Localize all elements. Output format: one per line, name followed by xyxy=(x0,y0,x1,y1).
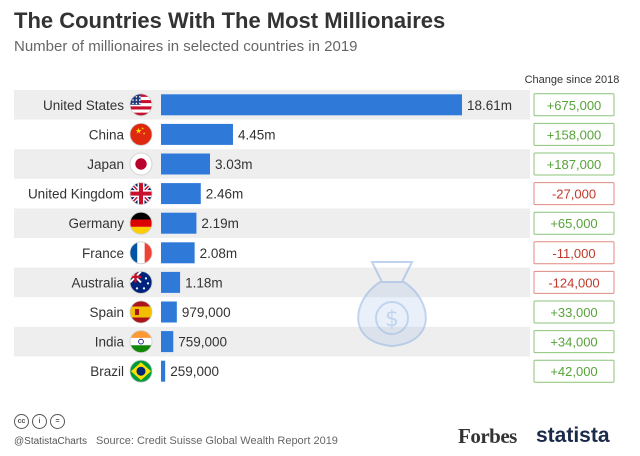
change-badge: +33,000 xyxy=(533,300,615,324)
svg-text:★: ★ xyxy=(135,126,142,135)
svg-text:★: ★ xyxy=(141,126,144,130)
change-label: +675,000 xyxy=(547,98,602,113)
germany-flag-icon xyxy=(129,211,153,235)
value-label: 2.19m xyxy=(201,216,239,231)
change-label: -124,000 xyxy=(548,275,599,290)
row-background xyxy=(14,149,530,179)
bar xyxy=(161,271,181,293)
change-label: -27,000 xyxy=(552,187,596,202)
japan-flag-icon xyxy=(129,152,153,176)
money-bag-icon: $ xyxy=(357,261,427,348)
change-label: +34,000 xyxy=(550,335,597,350)
svg-text:★: ★ xyxy=(143,131,146,135)
value-label: 2.08m xyxy=(200,246,238,261)
bar xyxy=(161,360,166,382)
category-label: Japan xyxy=(87,157,124,172)
change-badge: +187,000 xyxy=(533,152,615,176)
change-badge: +158,000 xyxy=(533,122,615,146)
category-label: Spain xyxy=(89,305,124,320)
statista-logo: statista xyxy=(536,424,610,447)
change-badge: +42,000 xyxy=(533,359,615,383)
uk-flag-icon xyxy=(129,182,153,206)
spain-flag-icon xyxy=(129,300,153,324)
value-label: 759,000 xyxy=(178,335,227,350)
change-column-header: Change since 2018 xyxy=(524,74,620,86)
category-label: France xyxy=(82,246,124,261)
cc-icon: cc xyxy=(14,414,29,429)
statista-handle: @StatistaCharts xyxy=(14,436,87,447)
change-label: +42,000 xyxy=(550,364,597,379)
category-label: China xyxy=(89,127,125,142)
svg-text:$: $ xyxy=(385,307,399,332)
by-icon: i xyxy=(32,414,47,429)
chart-row: Spain 979,000 +33,000 xyxy=(89,300,615,324)
change-label: +187,000 xyxy=(547,157,602,172)
chart-subtitle: Number of millionaires in selected count… xyxy=(14,38,358,55)
change-badge: +34,000 xyxy=(533,330,615,354)
change-label: +158,000 xyxy=(547,127,602,142)
value-label: 3.03m xyxy=(215,157,253,172)
category-label: United States xyxy=(43,98,124,113)
value-label: 259,000 xyxy=(170,364,219,379)
change-badge: +65,000 xyxy=(533,211,615,235)
equals-icon: = xyxy=(50,414,65,429)
australia-flag-icon xyxy=(129,270,153,294)
change-label: +65,000 xyxy=(550,216,597,231)
category-label: Brazil xyxy=(90,364,124,379)
value-label: 18.61m xyxy=(467,98,512,113)
bar xyxy=(161,301,177,323)
chart-row: China ★★★ 4.45m +158,000 xyxy=(89,122,615,146)
chart-row: India 759,000 +34,000 xyxy=(14,326,615,357)
chart-row: Germany 2.19m +65,000 xyxy=(14,208,615,238)
change-badge: -124,000 xyxy=(533,270,615,294)
license-icons: cc i = xyxy=(14,414,65,429)
change-label: -11,000 xyxy=(552,246,595,261)
chart-title: The Countries With The Most Millionaires xyxy=(14,8,446,33)
bar xyxy=(161,212,197,234)
value-label: 979,000 xyxy=(182,305,231,320)
chart-row: Japan 3.03m +187,000 xyxy=(14,149,615,179)
us-flag-icon xyxy=(129,93,153,117)
china-flag-icon: ★★★ xyxy=(129,122,153,146)
chart-row: Brazil 259,000 +42,000 xyxy=(90,359,615,383)
change-label: +33,000 xyxy=(550,305,597,320)
india-flag-icon xyxy=(129,330,153,354)
bar-chart: United States 18.61m +675,000 China ★★★ 4.45m… xyxy=(14,90,615,383)
chart-row: United Kingdom 2.46m -27,000 xyxy=(28,182,615,206)
category-label: India xyxy=(95,335,125,350)
value-label: 4.45m xyxy=(238,127,276,142)
category-label: United Kingdom xyxy=(28,187,124,202)
row-background xyxy=(14,208,530,238)
chart-row: United States 18.61m +675,000 xyxy=(14,90,615,120)
value-label: 2.46m xyxy=(206,187,244,202)
brazil-flag-icon xyxy=(129,359,153,383)
category-label: Germany xyxy=(68,216,124,231)
source-note: Source: Credit Suisse Global Wealth Repo… xyxy=(96,435,338,447)
bar xyxy=(161,123,233,145)
change-badge: -27,000 xyxy=(533,182,615,206)
bar xyxy=(161,94,462,116)
bar xyxy=(161,153,211,175)
forbes-logo: Forbes xyxy=(458,424,517,448)
france-flag-icon xyxy=(129,241,153,265)
chart-row: France 2.08m -11,000 xyxy=(82,241,615,265)
category-label: Australia xyxy=(71,275,124,290)
bar xyxy=(161,242,195,264)
change-badge: +675,000 xyxy=(533,93,615,117)
bar xyxy=(161,331,174,353)
row-background xyxy=(14,326,530,357)
row-background xyxy=(14,267,530,298)
value-label: 1.18m xyxy=(185,275,223,290)
chart-row: Australia 1.18m -124,000 xyxy=(14,267,615,298)
change-badge: -11,000 xyxy=(533,241,615,265)
bar xyxy=(161,183,201,205)
